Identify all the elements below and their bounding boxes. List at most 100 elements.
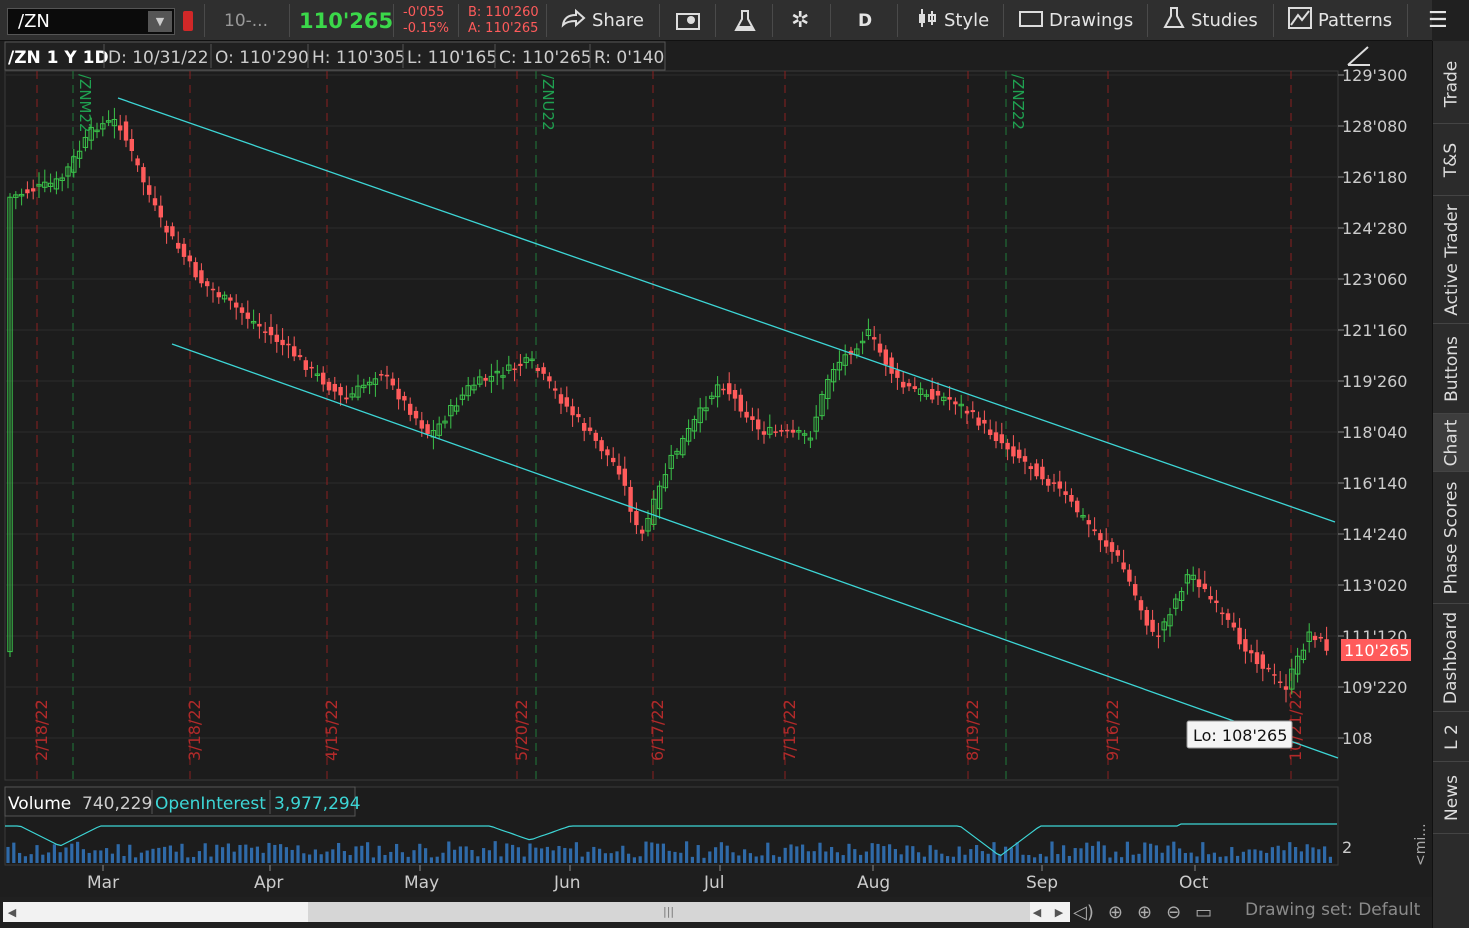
- volume-bar: [1195, 856, 1199, 863]
- sidebar-tab-t-s[interactable]: T&S: [1433, 124, 1469, 196]
- candle-body: [685, 428, 692, 442]
- scroll-left-icon[interactable]: ◀: [7, 905, 17, 919]
- aggregation-button[interactable]: D: [858, 10, 873, 31]
- volume-bar: [1091, 845, 1095, 863]
- studies-button[interactable]: Studies: [1163, 0, 1258, 41]
- crosshair-icon[interactable]: ⊕: [1107, 901, 1123, 923]
- volume-bar: [180, 843, 184, 863]
- month-label: Aug: [857, 873, 890, 893]
- volume-bar: [1154, 845, 1158, 863]
- volume-bar: [650, 842, 654, 863]
- scroll-track[interactable]: ◀ ||| ◀ ▶: [3, 902, 1070, 922]
- candle-body: [94, 129, 100, 133]
- candle-body: [865, 329, 872, 337]
- candle-body: [1133, 584, 1138, 596]
- flask-icon[interactable]: [734, 0, 756, 41]
- sidebar-tab-trade[interactable]: Trade: [1433, 44, 1469, 124]
- drawings-button[interactable]: Drawings: [1019, 0, 1133, 41]
- speaker-icon[interactable]: ◁): [1073, 901, 1094, 923]
- open-interest-line: [5, 823, 1337, 856]
- sidebar-tab-dashboard[interactable]: Dashboard: [1433, 604, 1469, 712]
- link-icon[interactable]: [183, 0, 193, 41]
- volume-bar: [1120, 857, 1124, 863]
- sidebar-tab-news[interactable]: News: [1433, 762, 1469, 834]
- info-icon[interactable]: [676, 0, 700, 41]
- style-label: Style: [944, 10, 990, 31]
- scroll-thumb[interactable]: |||: [308, 902, 1030, 922]
- zoom-out-icon[interactable]: ⊖: [1166, 901, 1182, 923]
- candle-body: [494, 370, 500, 374]
- patterns-button[interactable]: Patterns: [1288, 0, 1392, 41]
- candle-body: [448, 405, 454, 417]
- sidebar-tab-active-trader[interactable]: Active Trader: [1433, 196, 1469, 324]
- drawing-set-label[interactable]: Drawing set: Default: [1245, 900, 1421, 920]
- scroll-forward-icon[interactable]: ▶: [1054, 905, 1064, 919]
- volume-bar: [325, 851, 329, 863]
- volume-bar: [209, 856, 213, 863]
- candle-body: [1075, 500, 1080, 513]
- candle-body: [801, 433, 808, 436]
- contract-roll-label: /ZNM22: [76, 74, 94, 133]
- candle-body: [18, 193, 25, 197]
- volume-bar: [319, 854, 323, 863]
- candle-body: [228, 297, 233, 301]
- volume-bar: [1328, 856, 1332, 863]
- horizontal-scrollbar[interactable]: ◀ ||| ◀ ▶: [0, 897, 1432, 928]
- zoom-in-icon[interactable]: ⊕: [1136, 901, 1153, 923]
- style-button[interactable]: Style: [916, 0, 989, 41]
- expiration-label: 6/17/22: [648, 699, 667, 761]
- volume-bar: [18, 852, 22, 863]
- share-button[interactable]: Share: [560, 0, 644, 41]
- volume-bar: [731, 852, 735, 863]
- volume-bar: [708, 851, 712, 863]
- volume-bar: [812, 851, 816, 863]
- candle-body: [535, 367, 540, 372]
- volume-bar: [1201, 842, 1205, 863]
- candle-body: [477, 376, 483, 385]
- trendline-upper[interactable]: [117, 97, 1336, 523]
- sidebar-tab-label: T&S: [1441, 142, 1462, 177]
- volume-bar: [1125, 841, 1129, 863]
- volume-bar: [963, 854, 967, 863]
- volume-bar: [366, 842, 370, 863]
- sidebar-tab-phase-scores[interactable]: Phase Scores: [1433, 472, 1469, 604]
- gear-icon[interactable]: ✲: [791, 8, 810, 33]
- drawings-label: Drawings: [1049, 10, 1134, 31]
- volume-bar: [232, 851, 236, 863]
- candle-body: [813, 416, 819, 432]
- chart-area[interactable]: 129'300 128'080 126'180 124'280 123'060 121'1…: [0, 41, 1432, 897]
- scroll-back-icon[interactable]: ◀: [1032, 905, 1042, 919]
- oi-label: OpenInterest: [155, 794, 266, 814]
- volume-bar: [424, 848, 428, 863]
- candle-body: [379, 374, 384, 376]
- volume-bar: [134, 857, 138, 863]
- volume-bar: [673, 851, 677, 863]
- candle-body: [53, 178, 60, 190]
- menu-icon[interactable]: ☰: [1428, 8, 1448, 33]
- volume-bar: [41, 854, 45, 863]
- price-chart[interactable]: 129'300 128'080 126'180 124'280 123'060 121'1…: [0, 41, 1432, 897]
- candle-body: [1272, 674, 1277, 676]
- volume-bar: [1073, 848, 1077, 863]
- candle-body: [1300, 649, 1307, 660]
- candle-body: [1167, 614, 1173, 627]
- sidebar-tab-chart[interactable]: Chart: [1433, 414, 1469, 472]
- candle-body: [541, 367, 546, 374]
- sidebar-tab-buttons[interactable]: Buttons: [1433, 324, 1469, 414]
- current-price-tag: [1341, 639, 1411, 661]
- symbol-input[interactable]: /ZN ▼: [7, 8, 175, 35]
- volume-bar: [348, 854, 352, 863]
- chevron-down-icon[interactable]: ▼: [148, 11, 172, 32]
- volume-bar: [690, 856, 694, 863]
- volume-bar: [1259, 850, 1263, 863]
- main-pane-frame[interactable]: [4, 70, 1339, 781]
- volume-bar: [540, 848, 544, 863]
- volume-bar: [81, 849, 85, 863]
- sidebar-tab-l-2[interactable]: L 2: [1433, 712, 1469, 762]
- pen-icon[interactable]: [1347, 46, 1370, 66]
- volume-bar: [360, 845, 364, 863]
- volume-bar: [1311, 847, 1315, 863]
- trendline-lower[interactable]: [171, 343, 1339, 759]
- box-zoom-icon[interactable]: ▭: [1195, 901, 1213, 923]
- candle-body: [7, 196, 13, 653]
